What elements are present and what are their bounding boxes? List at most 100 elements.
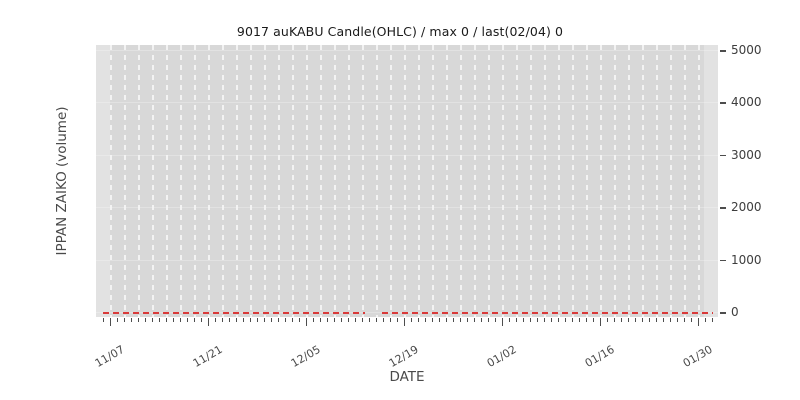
x-tick-mark-minor (124, 318, 126, 322)
gridline-vertical (544, 45, 546, 317)
y-tick-mark (720, 50, 726, 52)
x-tick-mark-minor (495, 318, 497, 322)
x-tick-mark-major (698, 318, 700, 326)
x-tick-mark-minor (439, 318, 441, 322)
x-tick-mark-minor (572, 318, 574, 322)
axes-left-pad (96, 45, 110, 317)
y-tick-mark (720, 102, 726, 104)
x-tick-mark-minor (453, 318, 455, 322)
y-tick-mark (720, 312, 726, 314)
gridline-vertical (278, 45, 280, 317)
gridline-vertical (152, 45, 154, 317)
gridline-vertical (642, 45, 644, 317)
gridline-vertical (390, 45, 392, 317)
gridline-vertical (460, 45, 462, 317)
x-tick-mark-minor (516, 318, 518, 322)
x-tick-mark-minor (201, 318, 203, 322)
gridline-vertical (138, 45, 140, 317)
x-tick-mark-minor (446, 318, 448, 322)
x-tick-mark-minor (362, 318, 364, 322)
x-tick-mark-minor (691, 318, 693, 322)
x-tick-mark-minor (460, 318, 462, 322)
x-tick-mark-minor (194, 318, 196, 322)
x-tick-mark-minor (222, 318, 224, 322)
gridline-vertical (194, 45, 196, 317)
x-tick-mark-minor (215, 318, 217, 322)
y-tick-label: 5000 (731, 43, 762, 57)
gridline-vertical (502, 45, 504, 317)
gridline-vertical (432, 45, 434, 317)
x-tick-mark-minor (355, 318, 357, 322)
x-tick-mark-major (110, 318, 112, 326)
x-tick-mark-minor (187, 318, 189, 322)
x-tick-mark-major (208, 318, 210, 326)
x-tick-mark-minor (243, 318, 245, 322)
x-tick-mark-minor (257, 318, 259, 322)
x-tick-mark-minor (264, 318, 266, 322)
gridline-horizontal (96, 259, 718, 261)
gridline-vertical (614, 45, 616, 317)
x-tick-mark-minor (334, 318, 336, 322)
y-tick-label: 3000 (731, 147, 762, 162)
x-tick-mark-minor (544, 318, 546, 322)
gridline-vertical (306, 45, 308, 317)
x-tick-label: 01/16 (582, 342, 617, 370)
x-tick-mark-minor (649, 318, 651, 322)
gridline-vertical (418, 45, 420, 317)
x-tick-mark-minor (579, 318, 581, 322)
x-tick-mark-minor (292, 318, 294, 322)
x-tick-mark-minor (509, 318, 511, 322)
x-tick-mark-minor (551, 318, 553, 322)
y-tick-label: 0 (731, 305, 739, 319)
x-tick-mark-minor (488, 318, 490, 322)
x-tick-mark-minor (670, 318, 672, 322)
gridline-horizontal (96, 50, 718, 51)
gridline-vertical (292, 45, 294, 317)
x-tick-mark-minor (229, 318, 231, 322)
gridline-vertical (264, 45, 266, 317)
x-tick-mark-minor (593, 318, 595, 322)
x-tick-mark-minor (313, 318, 315, 322)
x-tick-mark-minor (635, 318, 637, 322)
gridline-vertical (250, 45, 252, 317)
x-tick-mark-minor (684, 318, 686, 322)
x-tick-mark-minor (299, 318, 301, 322)
gridline-vertical (474, 45, 476, 317)
x-tick-mark-minor (467, 318, 469, 322)
gridline-vertical (572, 45, 574, 317)
x-tick-mark-minor (250, 318, 252, 322)
x-tick-mark-minor (677, 318, 679, 322)
gridline-vertical (670, 45, 672, 317)
x-tick-mark-minor (607, 318, 609, 322)
axes-right-pad (704, 45, 718, 317)
x-tick-mark-minor (376, 318, 378, 322)
x-tick-mark-minor (173, 318, 175, 322)
gridline-vertical (698, 45, 700, 317)
x-tick-mark-minor (705, 318, 707, 322)
gridline-vertical (236, 45, 238, 317)
x-tick-mark-major (600, 318, 602, 326)
gridline-vertical (334, 45, 336, 317)
x-tick-mark-minor (397, 318, 399, 322)
gridline-horizontal (96, 154, 718, 156)
gridline-vertical (586, 45, 588, 317)
x-tick-mark-minor (271, 318, 273, 322)
y-tick-label: 1000 (731, 252, 762, 267)
x-tick-label: 01/02 (484, 342, 519, 370)
gridline-vertical (166, 45, 168, 317)
gridline-vertical (516, 45, 518, 317)
y-tick-label: 2000 (731, 200, 762, 215)
x-tick-mark-minor (166, 318, 168, 322)
gridline-vertical (488, 45, 490, 317)
gridline-vertical (362, 45, 364, 317)
x-tick-mark-major (502, 318, 504, 326)
gridline-vertical (222, 45, 224, 317)
vertical-gridlines (96, 45, 718, 317)
x-tick-mark-minor (145, 318, 147, 322)
x-tick-mark-minor (586, 318, 588, 322)
x-tick-mark-minor (537, 318, 539, 322)
gridline-vertical (628, 45, 630, 317)
gridline-vertical (124, 45, 126, 317)
x-tick-mark-minor (117, 318, 119, 322)
chart-title: 9017 auKABU Candle(OHLC) / max 0 / last(… (236, 24, 564, 39)
